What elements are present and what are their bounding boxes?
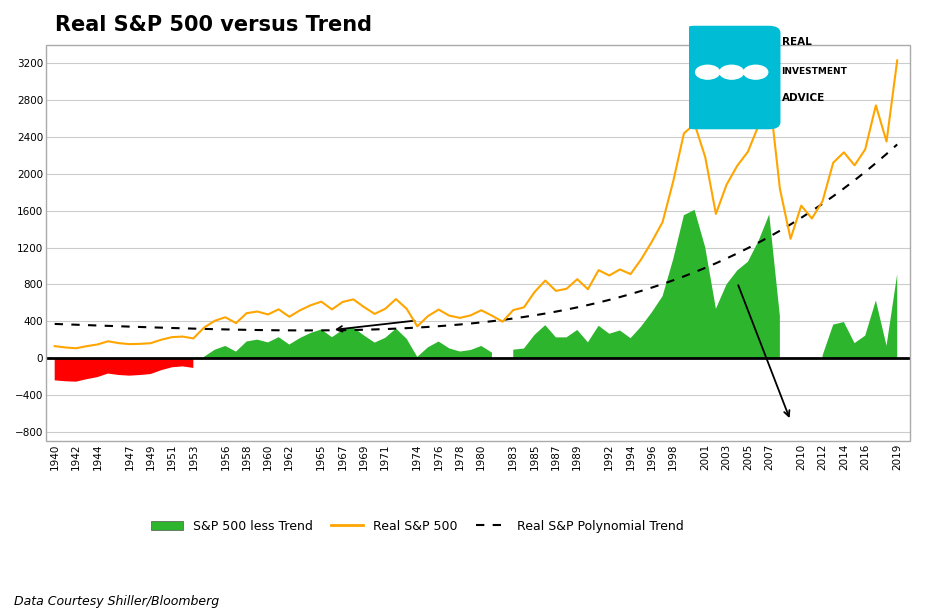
Text: ADVICE: ADVICE — [782, 94, 825, 103]
Text: Real S&P 500 versus Trend: Real S&P 500 versus Trend — [55, 15, 372, 35]
Polygon shape — [695, 109, 769, 126]
FancyBboxPatch shape — [684, 27, 780, 129]
Text: Data Courtesy Shiller/Bloomberg: Data Courtesy Shiller/Bloomberg — [14, 595, 219, 608]
Legend: S&P 500 less Trend, Real S&P 500, Real S&P Polynomial Trend: S&P 500 less Trend, Real S&P 500, Real S… — [146, 515, 689, 538]
Text: REAL: REAL — [782, 37, 811, 47]
Circle shape — [720, 65, 744, 79]
Circle shape — [744, 65, 768, 79]
Text: INVESTMENT: INVESTMENT — [782, 67, 847, 76]
Circle shape — [696, 65, 720, 79]
